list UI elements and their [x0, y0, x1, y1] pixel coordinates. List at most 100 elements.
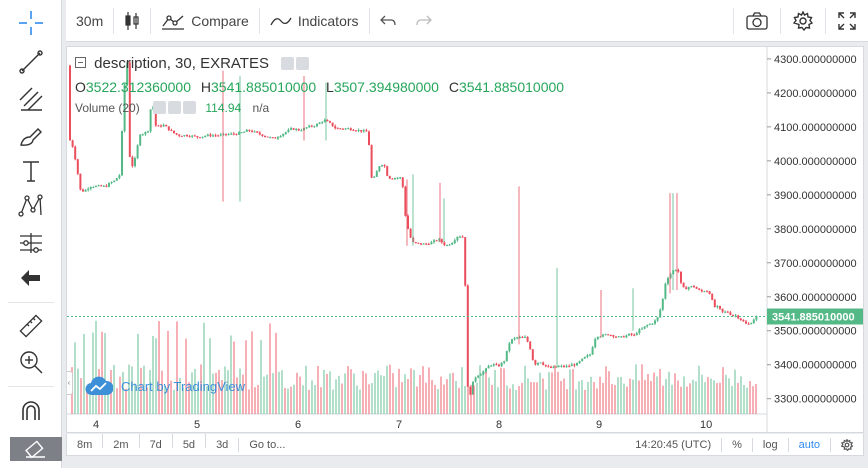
- trend-line-icon[interactable]: [16, 47, 46, 77]
- ohlc-legend: O3522.312360000 H3541.885010000 L3507.39…: [75, 79, 564, 95]
- candle-body: [448, 244, 451, 246]
- tradingview-watermark[interactable]: Chart by TradingView: [85, 375, 245, 397]
- range-button[interactable]: 5d: [182, 438, 196, 451]
- candle-body: [563, 365, 565, 367]
- candle-body: [282, 133, 285, 136]
- compare-icon: [162, 14, 185, 30]
- range-button[interactable]: 7d: [149, 438, 162, 451]
- x-tick-label: 7: [396, 419, 402, 431]
- candle-body: [659, 309, 662, 318]
- toolbar-divider: [238, 437, 240, 452]
- pattern-icon[interactable]: [16, 191, 46, 221]
- volume-bar: [689, 383, 691, 414]
- candle-body: [472, 381, 474, 395]
- range-button[interactable]: 3d: [216, 438, 229, 451]
- candle-body: [524, 336, 526, 338]
- volume-bar: [644, 379, 646, 414]
- volume-bar: [473, 385, 475, 414]
- candle-body: [79, 173, 82, 190]
- close-icon[interactable]: [183, 101, 197, 114]
- candle-body: [204, 135, 207, 137]
- percent-toggle[interactable]: %: [722, 434, 752, 455]
- text-tool-icon[interactable]: [16, 156, 46, 186]
- candle-body: [698, 288, 701, 290]
- undo-button[interactable]: [370, 0, 406, 41]
- lock-drawings-button[interactable]: [10, 437, 62, 461]
- compare-button[interactable]: Compare: [151, 0, 259, 41]
- volume-bar: [248, 389, 250, 414]
- candle-body: [560, 365, 563, 367]
- visibility-icon[interactable]: [281, 57, 295, 70]
- volume-bar: [578, 381, 580, 414]
- magnet-icon[interactable]: [16, 396, 46, 426]
- volume-bar: [359, 389, 361, 414]
- toolbar-divider: [830, 437, 831, 452]
- prediction-tool-icon[interactable]: [16, 228, 46, 258]
- fullscreen-button[interactable]: [826, 0, 868, 41]
- collapse-handle[interactable]: ‹: [67, 371, 73, 395]
- volume-bar: [734, 369, 736, 414]
- volume-bar: [137, 333, 139, 414]
- redo-button[interactable]: [406, 0, 442, 41]
- y-tick-label: 3900.000000000: [774, 190, 857, 202]
- chart-style-button[interactable]: [114, 0, 150, 41]
- volume-na: n/a: [252, 101, 270, 115]
- crosshair-icon[interactable]: [16, 8, 46, 38]
- volume-bar: [380, 375, 382, 414]
- candle-body: [656, 317, 659, 321]
- settings-button[interactable]: [781, 0, 825, 41]
- candle-body: [357, 130, 360, 132]
- indicators-button[interactable]: Indicators: [260, 0, 369, 41]
- volume-bar: [284, 388, 286, 414]
- collapse-icon[interactable]: [75, 57, 86, 68]
- zoom-in-icon[interactable]: [16, 347, 46, 377]
- volume-bar: [653, 372, 655, 414]
- top-toolbar: 30m Compare Indicators: [66, 0, 868, 42]
- price-chart[interactable]: 4300.000000000 4200.000000000 4100.0000000…: [67, 47, 864, 433]
- candle-body: [287, 129, 290, 133]
- range-button[interactable]: 8m: [77, 438, 93, 451]
- volume-bar: [134, 383, 136, 414]
- volume-bar: [332, 389, 334, 414]
- toolbar-divider: [205, 434, 207, 448]
- chart-pane[interactable]: 4300.000000000 4200.000000000 4100.0000000…: [66, 46, 864, 433]
- settings-icon[interactable]: [168, 101, 182, 114]
- candle-body: [474, 377, 477, 382]
- auto-label: auto: [798, 438, 820, 451]
- log-toggle[interactable]: log: [753, 434, 788, 455]
- volume-bar: [263, 376, 265, 414]
- candle-body: [404, 186, 407, 216]
- candle-body: [625, 335, 628, 338]
- scale-settings-button[interactable]: [831, 434, 863, 455]
- auto-toggle[interactable]: auto: [789, 434, 830, 455]
- candle-body: [365, 130, 368, 132]
- volume-bar: [101, 331, 103, 414]
- interval-button[interactable]: 30m: [66, 0, 113, 41]
- volume-bar: [347, 366, 349, 414]
- candle-body: [667, 278, 669, 284]
- open-label: O: [75, 79, 86, 95]
- settings-icon[interactable]: [296, 57, 310, 70]
- candle-body: [482, 371, 485, 375]
- back-arrow-icon[interactable]: [16, 263, 46, 293]
- goto-button[interactable]: Go to...: [239, 434, 295, 455]
- volume-bar: [311, 380, 313, 414]
- fib-channel-icon[interactable]: [16, 84, 46, 114]
- volume-bar: [242, 374, 244, 414]
- screenshot-button[interactable]: [734, 0, 780, 41]
- candle-body: [375, 171, 378, 177]
- volume-bar: [287, 388, 289, 414]
- candle-body: [126, 62, 129, 85]
- volume-bar: [176, 321, 178, 414]
- candle-body: [139, 134, 142, 146]
- range-button[interactable]: 2m: [113, 438, 129, 451]
- candle-body: [576, 362, 578, 366]
- candle-body: [206, 134, 209, 136]
- ruler-icon[interactable]: [16, 311, 46, 341]
- visibility-icon[interactable]: [153, 101, 167, 114]
- candle-body: [703, 291, 706, 293]
- high-label: H: [200, 79, 212, 95]
- brush-icon[interactable]: [16, 121, 46, 151]
- candle-body: [147, 131, 149, 133]
- volume-bar: [392, 373, 394, 414]
